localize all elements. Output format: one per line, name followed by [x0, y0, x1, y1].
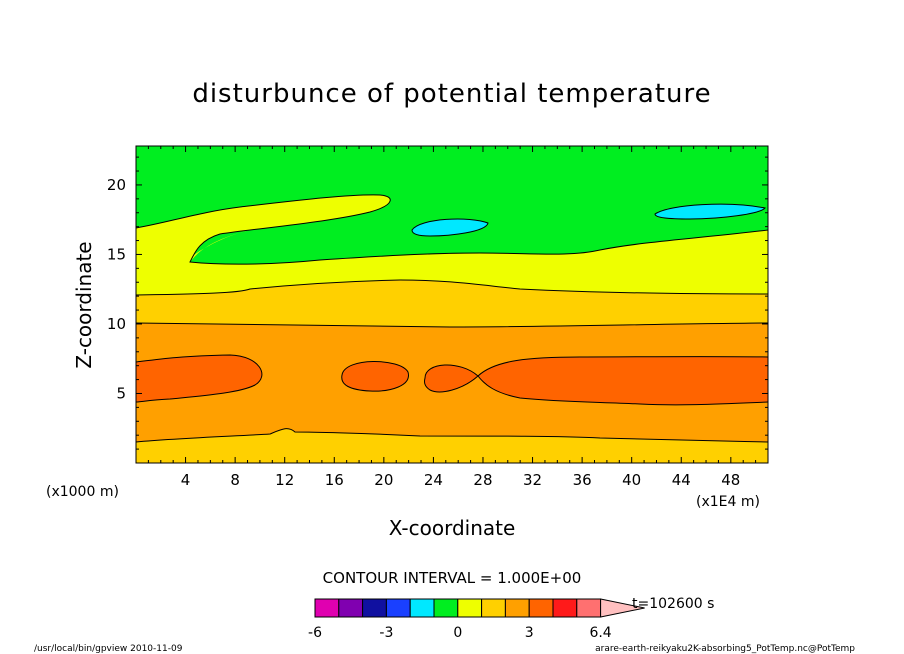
y-tick-label: 20	[107, 176, 126, 194]
colorbar-extension	[600, 598, 645, 618]
y-tick-labels: 5 10 15 20	[107, 176, 126, 403]
y-tick-label: 5	[116, 384, 126, 402]
field-gold-bottom	[136, 428, 768, 463]
colorbar-tick-label: 0	[453, 625, 462, 641]
y-tick-label: 10	[107, 315, 126, 333]
colorbar-tick-label: 3	[525, 625, 534, 641]
colorbar-tick-label: -6	[308, 625, 322, 641]
footer-right: arare-earth-reikyaku2K-absorbing5_PotTem…	[595, 644, 855, 654]
field-orange-red-blob-2	[424, 364, 478, 392]
x-tick-label: 4	[181, 471, 191, 489]
colorbar-swatch	[576, 598, 602, 618]
field-orange-red-right	[478, 356, 768, 405]
colorbar-tick-label: 6.4	[589, 625, 611, 641]
colorbar-swatch	[409, 598, 435, 618]
x-unit-label: (x1E4 m)	[696, 494, 760, 510]
x-tick-label: 36	[573, 471, 592, 489]
colorbar-swatch	[433, 598, 459, 618]
field-orange-red	[136, 355, 262, 402]
x-axis-label: X-coordinate	[389, 516, 516, 540]
colorbar-swatch	[457, 598, 483, 618]
x-tick-label: 8	[230, 471, 240, 489]
contour-interval-label: CONTOUR INTERVAL = 1.000E+00	[323, 569, 582, 587]
colorbar-swatch	[362, 598, 387, 618]
plot-frame	[135, 145, 769, 464]
x-tick-label: 28	[473, 471, 492, 489]
time-label: t=102600 s	[632, 596, 714, 612]
colorbar	[314, 598, 645, 618]
contour-lines	[136, 194, 768, 443]
colorbar-tick-labels: -6 -3 0 3 6.4	[308, 625, 612, 641]
x-tick-label: 12	[275, 471, 294, 489]
x-tick-label: 44	[672, 471, 691, 489]
x-tick-label: 48	[721, 471, 740, 489]
contour-field	[136, 146, 768, 463]
colorbar-swatch	[528, 598, 554, 618]
axis-ticks	[136, 146, 768, 463]
footer-left: /usr/local/bin/gpview 2010-11-09	[34, 644, 183, 654]
colorbar-swatch	[338, 598, 364, 618]
field-orange-red-blob-1	[341, 361, 409, 392]
x-tick-label: 24	[424, 471, 443, 489]
colorbar-swatch	[481, 598, 506, 618]
colorbar-tick-label: -3	[379, 625, 393, 641]
x-tick-label: 16	[325, 471, 344, 489]
colorbar-swatch	[314, 598, 340, 618]
x-tick-label: 40	[622, 471, 641, 489]
y-tick-label: 15	[107, 245, 126, 263]
x-tick-label: 32	[523, 471, 542, 489]
y-axis-label: Z-coordinate	[72, 241, 96, 368]
y-unit-label: (x1000 m)	[46, 484, 119, 500]
colorbar-swatch	[385, 598, 411, 618]
x-tick-labels: 4 8 12 16 20 24 28 32 36 40 44 48	[181, 471, 741, 489]
colorbar-swatch	[504, 598, 530, 618]
x-tick-label: 20	[374, 471, 393, 489]
colorbar-swatch	[552, 598, 578, 618]
chart-title: disturbunce of potential temperature	[192, 79, 711, 109]
